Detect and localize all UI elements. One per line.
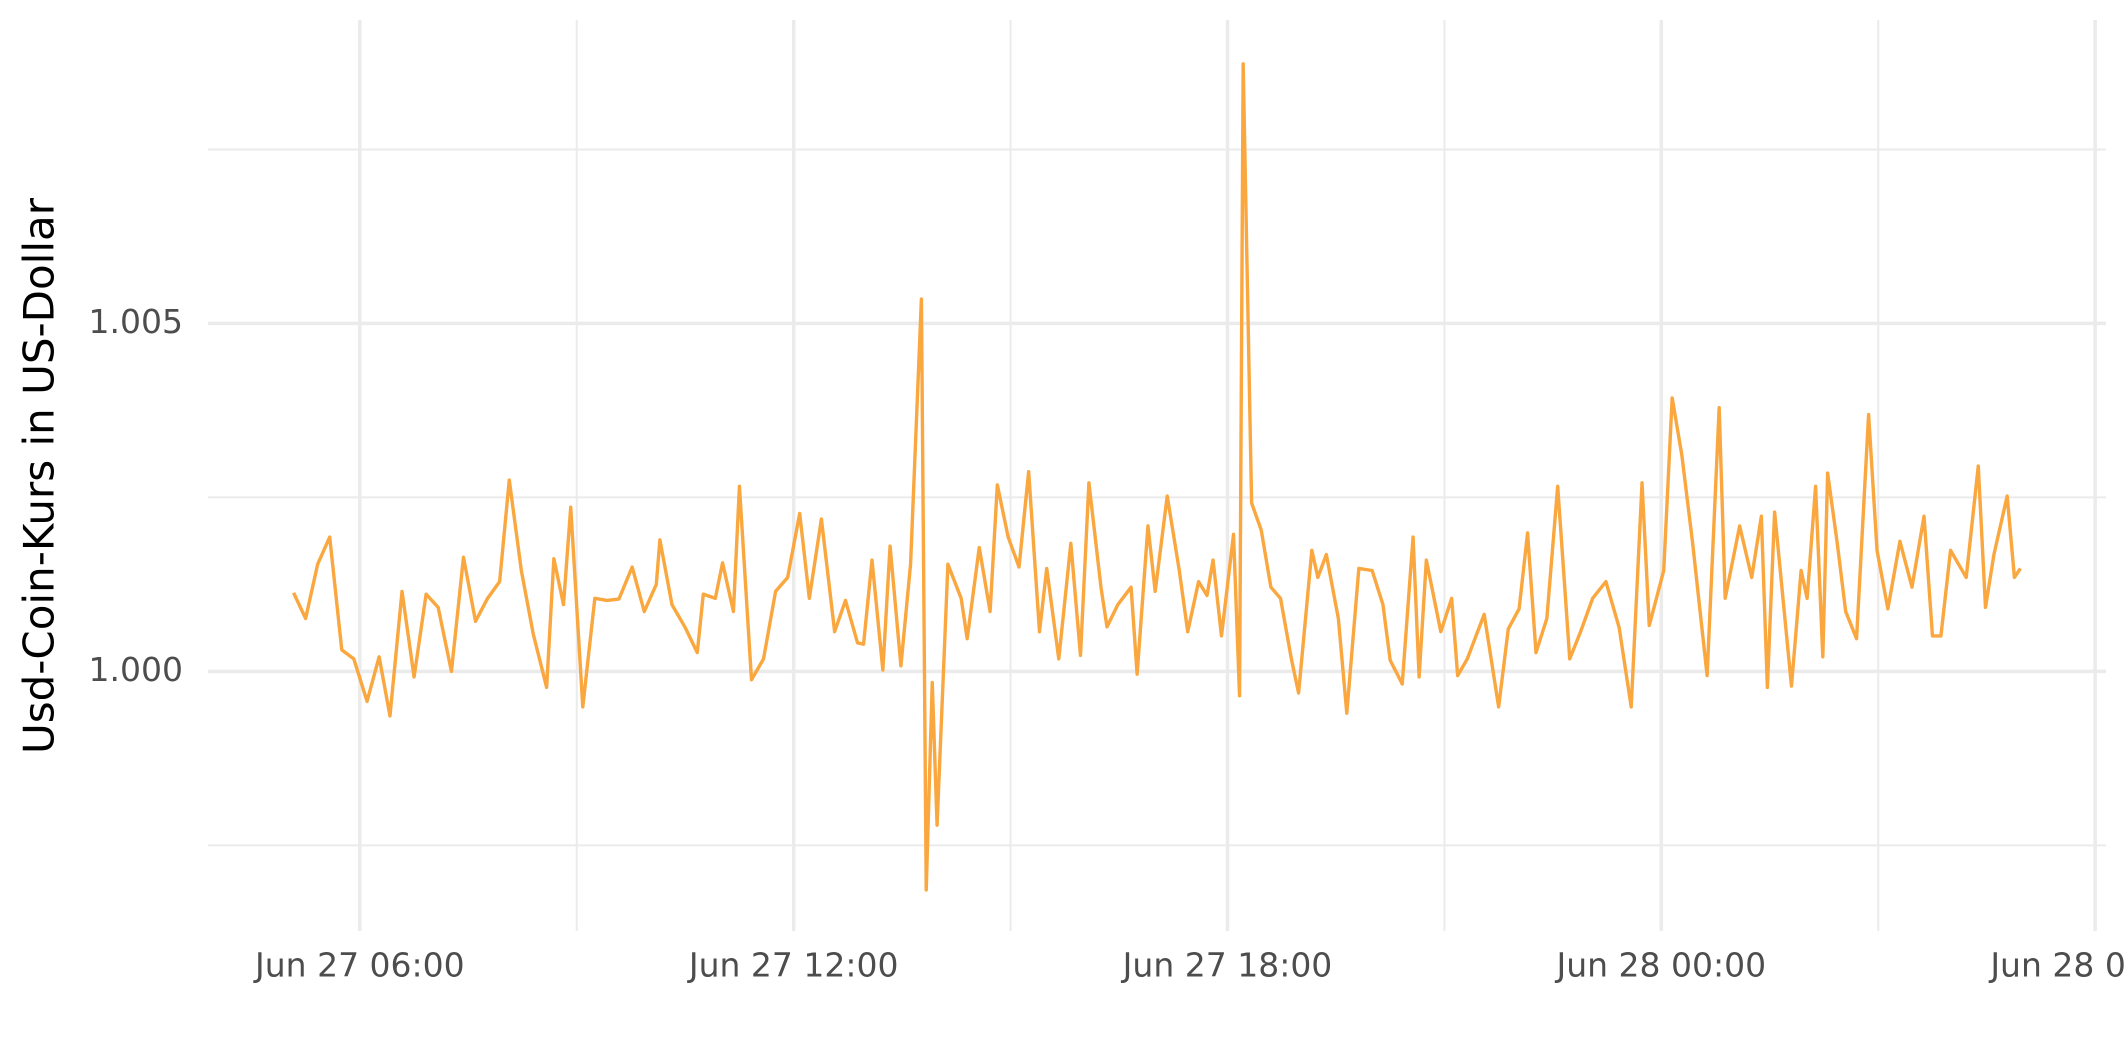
x-tick-label: Jun 27 18:00 bbox=[1121, 946, 1333, 985]
price-line bbox=[292, 62, 2022, 892]
y-axis-title: Usd-Coin-Kurs in US-Dollar bbox=[15, 197, 64, 754]
y-tick-label: 1.000 bbox=[89, 650, 183, 689]
x-tick-label: Jun 28 00:00 bbox=[1555, 946, 1767, 985]
x-tick-label: Jun 27 12:00 bbox=[687, 946, 899, 985]
x-tick-label: Jun 27 06:00 bbox=[253, 946, 465, 985]
x-tick-label: Jun 28 06:00 bbox=[1988, 946, 2125, 985]
y-tick-label: 1.005 bbox=[89, 302, 183, 341]
